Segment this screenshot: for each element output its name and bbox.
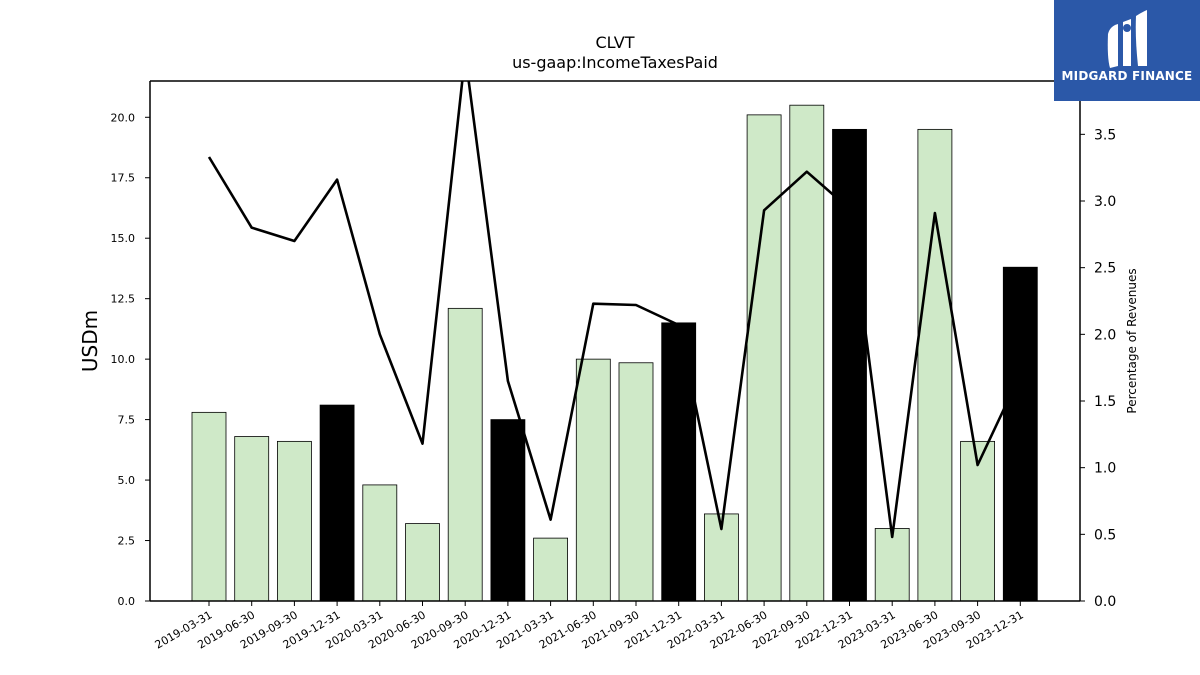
bar-2019-09-30 xyxy=(276,440,312,602)
y2-tick-label: 2.0 xyxy=(1094,327,1116,343)
bar-2022-06-30 xyxy=(746,114,782,602)
bar-2021-03-31 xyxy=(533,537,568,602)
y-axis-label: USDm xyxy=(78,310,102,372)
bar-2020-06-30 xyxy=(405,523,440,602)
y-tick-label: 0.0 xyxy=(118,595,136,608)
y-tick-label: 5.0 xyxy=(118,474,136,487)
bar-2020-12-31 xyxy=(490,419,526,602)
y2-tick-label: 1.5 xyxy=(1094,394,1116,410)
bar-2019-06-30 xyxy=(234,436,270,602)
y-tick-label: 17.5 xyxy=(111,172,136,185)
y-tick-label: 12.5 xyxy=(111,293,136,306)
y-tick-label: 7.5 xyxy=(118,414,136,427)
y2-tick-label: 1.0 xyxy=(1094,461,1116,477)
revenue-percentage-line xyxy=(207,81,1022,539)
bar-2019-12-31 xyxy=(319,404,355,602)
bars-layer xyxy=(191,104,1038,602)
y2-tick-label: 3.0 xyxy=(1094,194,1116,210)
axes-layer xyxy=(149,80,1081,602)
logo-text: MIDGARD FINANCE xyxy=(1061,69,1193,83)
bar-2021-06-30 xyxy=(575,358,611,602)
y2-tick-label: 3.5 xyxy=(1094,127,1116,143)
bar-2022-09-30 xyxy=(789,104,825,602)
bar-2023-06-30 xyxy=(917,128,953,602)
y-tick-label: 2.5 xyxy=(118,535,136,548)
y2-tick-label: 2.5 xyxy=(1094,261,1116,277)
bar-2023-03-31 xyxy=(874,528,910,602)
bar-2020-09-30 xyxy=(447,307,483,602)
bar-2021-09-30 xyxy=(618,362,654,602)
bar-2021-12-31 xyxy=(661,322,697,602)
y2-tick-label: 0.0 xyxy=(1094,594,1116,610)
chart-subtitle: us-gaap:IncomeTaxesPaid xyxy=(512,53,718,72)
logo-mark-icon xyxy=(1107,10,1147,68)
y2-axis-label: Percentage of Revenues xyxy=(1125,268,1139,413)
bar-2019-03-31 xyxy=(191,411,227,602)
chart-title: CLVT xyxy=(595,33,634,52)
y-tick-label: 10.0 xyxy=(111,353,136,366)
bar-2023-09-30 xyxy=(960,440,995,602)
y-tick-label: 15.0 xyxy=(111,232,136,245)
brand-logo: MIDGARD FINANCE xyxy=(1054,0,1200,101)
bar-2020-03-31 xyxy=(362,484,398,602)
y-tick-label: 20.0 xyxy=(111,111,136,124)
y2-tick-label: 0.5 xyxy=(1094,527,1116,543)
bar-2023-12-31 xyxy=(1002,266,1038,602)
line-layer xyxy=(207,81,1022,539)
